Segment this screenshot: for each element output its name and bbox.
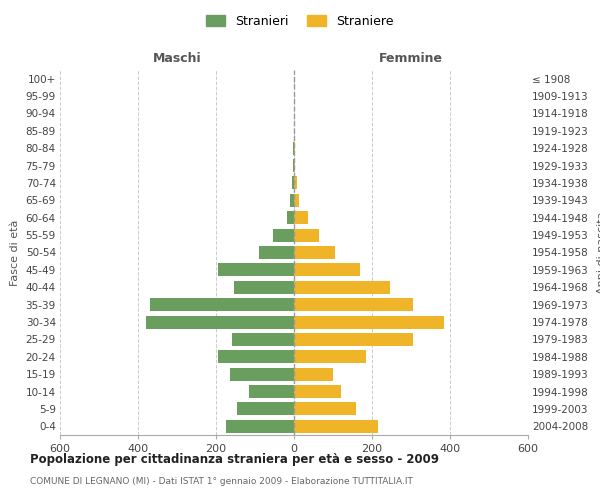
Y-axis label: Anni di nascita: Anni di nascita — [597, 211, 600, 294]
Bar — [232, 333, 294, 346]
Bar — [293, 142, 294, 154]
Bar — [287, 211, 294, 224]
Bar — [218, 264, 294, 276]
Bar — [294, 368, 333, 380]
Bar — [259, 246, 294, 259]
Bar — [226, 420, 294, 433]
Bar — [230, 368, 294, 380]
Bar — [294, 142, 295, 154]
Bar — [249, 385, 294, 398]
Bar — [293, 159, 294, 172]
Bar — [294, 350, 366, 364]
Bar — [294, 333, 413, 346]
Bar — [290, 194, 294, 207]
Text: COMUNE DI LEGNANO (MI) - Dati ISTAT 1° gennaio 2009 - Elaborazione TUTTITALIA.IT: COMUNE DI LEGNANO (MI) - Dati ISTAT 1° g… — [30, 477, 413, 486]
Bar — [294, 385, 341, 398]
Bar — [294, 194, 299, 207]
Bar — [146, 316, 294, 328]
Text: Maschi: Maschi — [152, 52, 202, 65]
Bar — [294, 402, 356, 415]
Bar — [294, 420, 378, 433]
Bar — [294, 316, 444, 328]
Bar — [218, 350, 294, 364]
Bar — [150, 298, 294, 311]
Bar — [294, 264, 360, 276]
Bar — [272, 228, 294, 241]
Bar — [294, 246, 335, 259]
Bar — [294, 228, 319, 241]
Bar — [292, 176, 294, 190]
Bar — [238, 402, 294, 415]
Y-axis label: Fasce di età: Fasce di età — [10, 220, 20, 286]
Bar — [294, 298, 413, 311]
Bar — [233, 280, 294, 294]
Text: Popolazione per cittadinanza straniera per età e sesso - 2009: Popolazione per cittadinanza straniera p… — [30, 452, 439, 466]
Bar — [294, 211, 308, 224]
Bar — [294, 280, 389, 294]
Bar — [294, 176, 297, 190]
Bar — [294, 159, 295, 172]
Text: Femmine: Femmine — [379, 52, 443, 65]
Legend: Stranieri, Straniere: Stranieri, Straniere — [203, 11, 397, 32]
